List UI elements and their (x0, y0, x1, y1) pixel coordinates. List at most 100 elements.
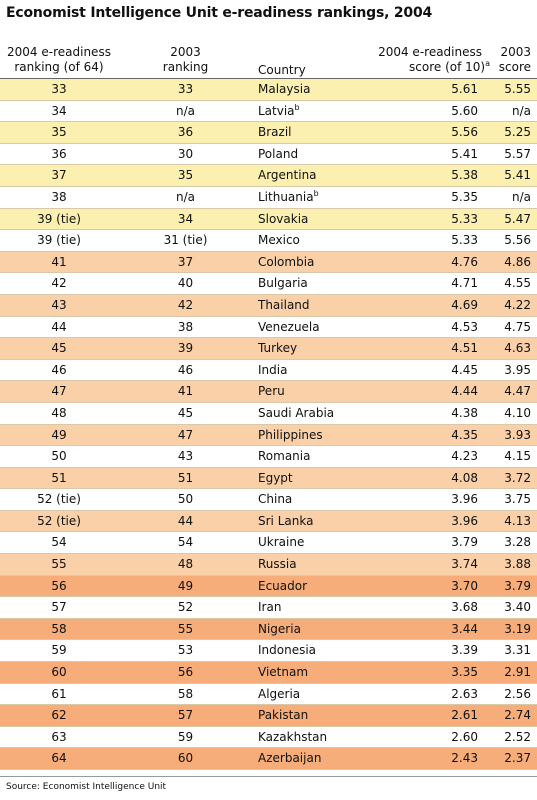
table-row: 41 37 Colombia 4.76 4.86 (0, 251, 537, 274)
cell-rank-2004: 43 (51, 297, 67, 312)
country-name: Turkey (258, 341, 298, 356)
cell-rank-2003: 40 (177, 276, 194, 291)
cell-country: Colombia (258, 252, 378, 273)
cell-rank-2004: 63 (51, 729, 67, 744)
cell-rank-2003: 45 (177, 405, 194, 420)
country-name: Saudi Arabia (258, 405, 335, 420)
header-score-2004: 2004 e-readiness score (of 10)a (340, 45, 490, 75)
country-name: Egypt (258, 470, 293, 485)
table-row: 35 36 Brazil 5.56 5.25 (0, 122, 537, 144)
cell-rank-2004: 54 (51, 535, 67, 550)
cell-rank-2004: 62 (51, 708, 67, 723)
cell-rank-2003: 56 (177, 665, 194, 680)
header-score-2004-line2: score (of 10)a (340, 60, 490, 75)
country-name: Mexico (258, 233, 300, 248)
cell-rank-2004: 57 (51, 600, 67, 615)
cell-rank-2003: 42 (177, 297, 194, 312)
country-name: Poland (258, 146, 299, 161)
cell-country: Sri Lanka (258, 511, 378, 532)
header-score-2003-line1: 2003 (500, 45, 531, 59)
table-row: 46 46 India 4.45 3.95 (0, 359, 537, 382)
cell-rank-2004: 49 (51, 427, 67, 442)
table-row: 52 (tie) 44 Sri Lanka 3.96 4.13 (0, 510, 537, 533)
cell-rank-2003: 53 (177, 643, 194, 658)
country-name: Kazakhstan (258, 729, 328, 744)
cell-score-2003: 5.41 (504, 168, 531, 183)
cell-score-2004: 5.56 (451, 125, 478, 140)
country-name: China (258, 492, 293, 507)
country-name: Argentina (258, 168, 317, 183)
country-name: Peru (258, 384, 285, 399)
cell-score-2004: 3.44 (451, 621, 478, 636)
cell-score-2003: 4.55 (504, 276, 531, 291)
cell-rank-2003: 39 (177, 341, 194, 356)
cell-score-2004: 5.33 (451, 233, 478, 248)
cell-score-2003: 2.52 (504, 729, 531, 744)
header-score-2004-line1: 2004 e-readiness (378, 45, 482, 59)
cell-rank-2003: 55 (177, 621, 194, 636)
cell-score-2003: 3.79 (504, 578, 531, 593)
country-name: Sri Lanka (258, 513, 314, 528)
cell-rank-2003: 48 (177, 557, 194, 572)
country-name: Azerbaijan (258, 751, 322, 766)
table-row: 39 (tie) 31 (tie) Mexico 5.33 5.56 (0, 230, 537, 252)
cell-score-2004: 5.35 (451, 189, 478, 204)
cell-score-2004: 3.39 (451, 643, 478, 658)
cell-score-2004: 4.51 (451, 341, 478, 356)
country-name: Philippines (258, 427, 323, 442)
cell-score-2004: 2.60 (451, 729, 478, 744)
cell-score-2003: 5.55 (504, 82, 531, 96)
cell-country: Malaysia (258, 79, 378, 100)
cell-rank-2004: 55 (51, 557, 67, 572)
cell-rank-2003: n/a (175, 189, 195, 204)
header-divider (0, 78, 537, 79)
country-name: Pakistan (258, 708, 309, 723)
cell-rank-2003: 51 (177, 470, 194, 485)
country-name: Russia (258, 557, 297, 572)
cell-rank-2003: 46 (177, 362, 194, 377)
cell-rank-2004: 52 (tie) (37, 513, 81, 528)
table-row: 62 57 Pakistan 2.61 2.74 (0, 705, 537, 727)
cell-rank-2004: 42 (51, 276, 67, 291)
country-name: Venezuela (258, 319, 320, 334)
cell-rank-2004: 61 (51, 686, 67, 701)
cell-score-2003: 2.74 (504, 708, 531, 723)
country-name: Latvia (258, 103, 295, 118)
cell-country: Poland (258, 144, 378, 165)
cell-rank-2004: 36 (51, 146, 67, 161)
cell-rank-2003: 60 (177, 751, 194, 766)
country-name: Indonesia (258, 643, 317, 658)
cell-score-2003: 3.93 (504, 427, 531, 442)
cell-score-2003: n/a (511, 189, 531, 204)
table-title: Economist Intelligence Unit e-readiness … (6, 5, 433, 21)
cell-score-2004: 2.61 (451, 708, 478, 723)
cell-rank-2004: 48 (51, 405, 67, 420)
cell-country: Ukraine (258, 532, 378, 553)
cell-rank-2004: 52 (tie) (37, 492, 81, 507)
cell-rank-2003: 33 (177, 82, 194, 96)
header-score-2004-footnote: a (485, 59, 490, 68)
header-rank-2003-line2: ranking (162, 60, 209, 74)
cell-country: Bulgaria (258, 273, 378, 294)
cell-country: Romania (258, 446, 378, 467)
cell-score-2004: 5.41 (451, 146, 478, 161)
cell-country: Argentina (258, 165, 378, 186)
country-name: Ecuador (258, 578, 308, 593)
header-rank-2003-line1: 2003 (170, 45, 201, 59)
table-row: 33 33 Malaysia 5.61 5.55 (0, 79, 537, 101)
cell-rank-2003: 30 (177, 146, 194, 161)
cell-country: Venezuela (258, 317, 378, 338)
cell-score-2003: 4.75 (504, 319, 531, 334)
cell-score-2004: 4.44 (451, 384, 478, 399)
country-name: Iran (258, 600, 282, 615)
cell-score-2003: 5.57 (504, 146, 531, 161)
cell-score-2003: 4.13 (504, 513, 531, 528)
cell-score-2004: 3.68 (451, 600, 478, 615)
country-name: India (258, 362, 288, 377)
cell-rank-2004: 47 (51, 384, 67, 399)
cell-country: Nigeria (258, 619, 378, 640)
cell-rank-2003: 59 (177, 729, 194, 744)
header-country: Country (258, 63, 306, 77)
table-body: 33 33 Malaysia 5.61 5.55 34 n/a Latviab 5.60 n/a 3… (0, 79, 537, 770)
cell-country: Brazil (258, 122, 378, 143)
